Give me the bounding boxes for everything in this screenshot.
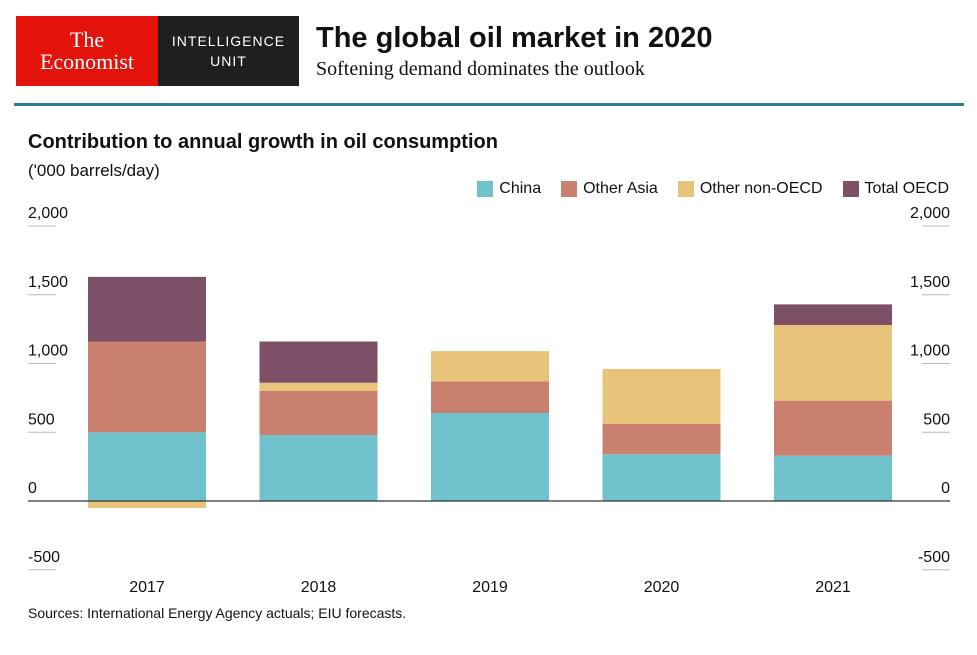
- logo-unit-line-2: UNIT: [210, 53, 247, 69]
- y-tick-label-left: -500: [28, 549, 60, 566]
- bar-other-non-oecd-2021: [774, 325, 892, 401]
- legend-item-other-non-oecd: Other non-OECD: [677, 180, 823, 198]
- bar-total-oecd-2017: [88, 276, 206, 342]
- x-tick-label: 2021: [815, 579, 851, 596]
- bar-total-oecd-2018: [259, 341, 378, 383]
- x-tick-label: 2020: [644, 579, 680, 596]
- logo-unit-line-1: INTELLIGENCE: [171, 33, 286, 49]
- y-tick-label-left: 1,000: [28, 343, 68, 360]
- y-tick-label-left: 1,500: [28, 274, 68, 291]
- bar-other-asia-2019: [431, 381, 549, 413]
- bar-other-non-oecd-2019: [431, 351, 549, 382]
- intelligence-unit-logo: INTELLIGENCE UNIT: [158, 16, 299, 86]
- logo-line-1: The: [69, 27, 105, 52]
- bar-total-oecd-2021: [774, 304, 892, 325]
- bar-other-non-oecd-2018: [259, 382, 378, 391]
- bar-other-asia-2021: [774, 400, 892, 456]
- bar-china-2019: [431, 413, 549, 501]
- y-tick-label-right: 0: [941, 480, 950, 497]
- chart-unit-label: ('000 barrels/day): [28, 161, 160, 180]
- y-tick-label-left: 0: [28, 480, 37, 497]
- legend-swatch-other-asia: [561, 181, 578, 197]
- bar-other-asia-2020: [602, 424, 721, 455]
- legend-label-total-oecd: Total OECD: [864, 180, 949, 197]
- bar-other-asia-2017: [88, 341, 206, 433]
- bar-china-2018: [259, 435, 378, 501]
- legend-swatch-other-non-oecd: [677, 181, 694, 197]
- y-tick-label-left: 500: [28, 411, 55, 428]
- bar-china-2020: [602, 454, 721, 501]
- bar-other-non-oecd-2017: [88, 501, 206, 508]
- economist-logo: The Economist: [16, 16, 158, 86]
- header-divider: [14, 103, 964, 106]
- legend-label-other-non-oecd: Other non-OECD: [699, 180, 823, 197]
- logo-line-2: Economist: [39, 49, 135, 74]
- x-tick-label: 2017: [129, 579, 165, 596]
- legend-swatch-china: [477, 181, 494, 197]
- page-title: The global oil market in 2020: [316, 22, 713, 54]
- bar-other-asia-2018: [259, 391, 378, 435]
- chart-title: Contribution to annual growth in oil con…: [28, 131, 498, 153]
- bar-china-2017: [88, 432, 206, 501]
- y-tick-label-right: 500: [923, 411, 950, 428]
- legend-item-china: China: [477, 180, 541, 198]
- x-tick-label: 2018: [301, 579, 337, 596]
- chart-legend: China Other Asia Other non-OECD Total OE…: [477, 180, 949, 198]
- y-tick-label-right: 1,500: [910, 274, 950, 291]
- source-note: Sources: International Energy Agency act…: [28, 605, 407, 621]
- legend-label-other-asia: Other Asia: [583, 180, 658, 197]
- y-tick-label-left: 2,000: [28, 205, 68, 222]
- y-tick-label-right: 1,000: [910, 343, 950, 360]
- bar-china-2021: [774, 455, 892, 501]
- y-tick-label-right: 2,000: [910, 205, 950, 222]
- legend-item-other-asia: Other Asia: [561, 180, 658, 198]
- x-tick-label: 2019: [472, 579, 508, 596]
- bar-other-non-oecd-2020: [602, 369, 721, 424]
- legend-swatch-total-oecd: [842, 181, 859, 197]
- legend-item-total-oecd: Total OECD: [842, 180, 949, 198]
- legend-label-china: China: [499, 180, 542, 197]
- y-tick-label-right: -500: [918, 549, 950, 566]
- page-subtitle: Softening demand dominates the outlook: [316, 58, 645, 80]
